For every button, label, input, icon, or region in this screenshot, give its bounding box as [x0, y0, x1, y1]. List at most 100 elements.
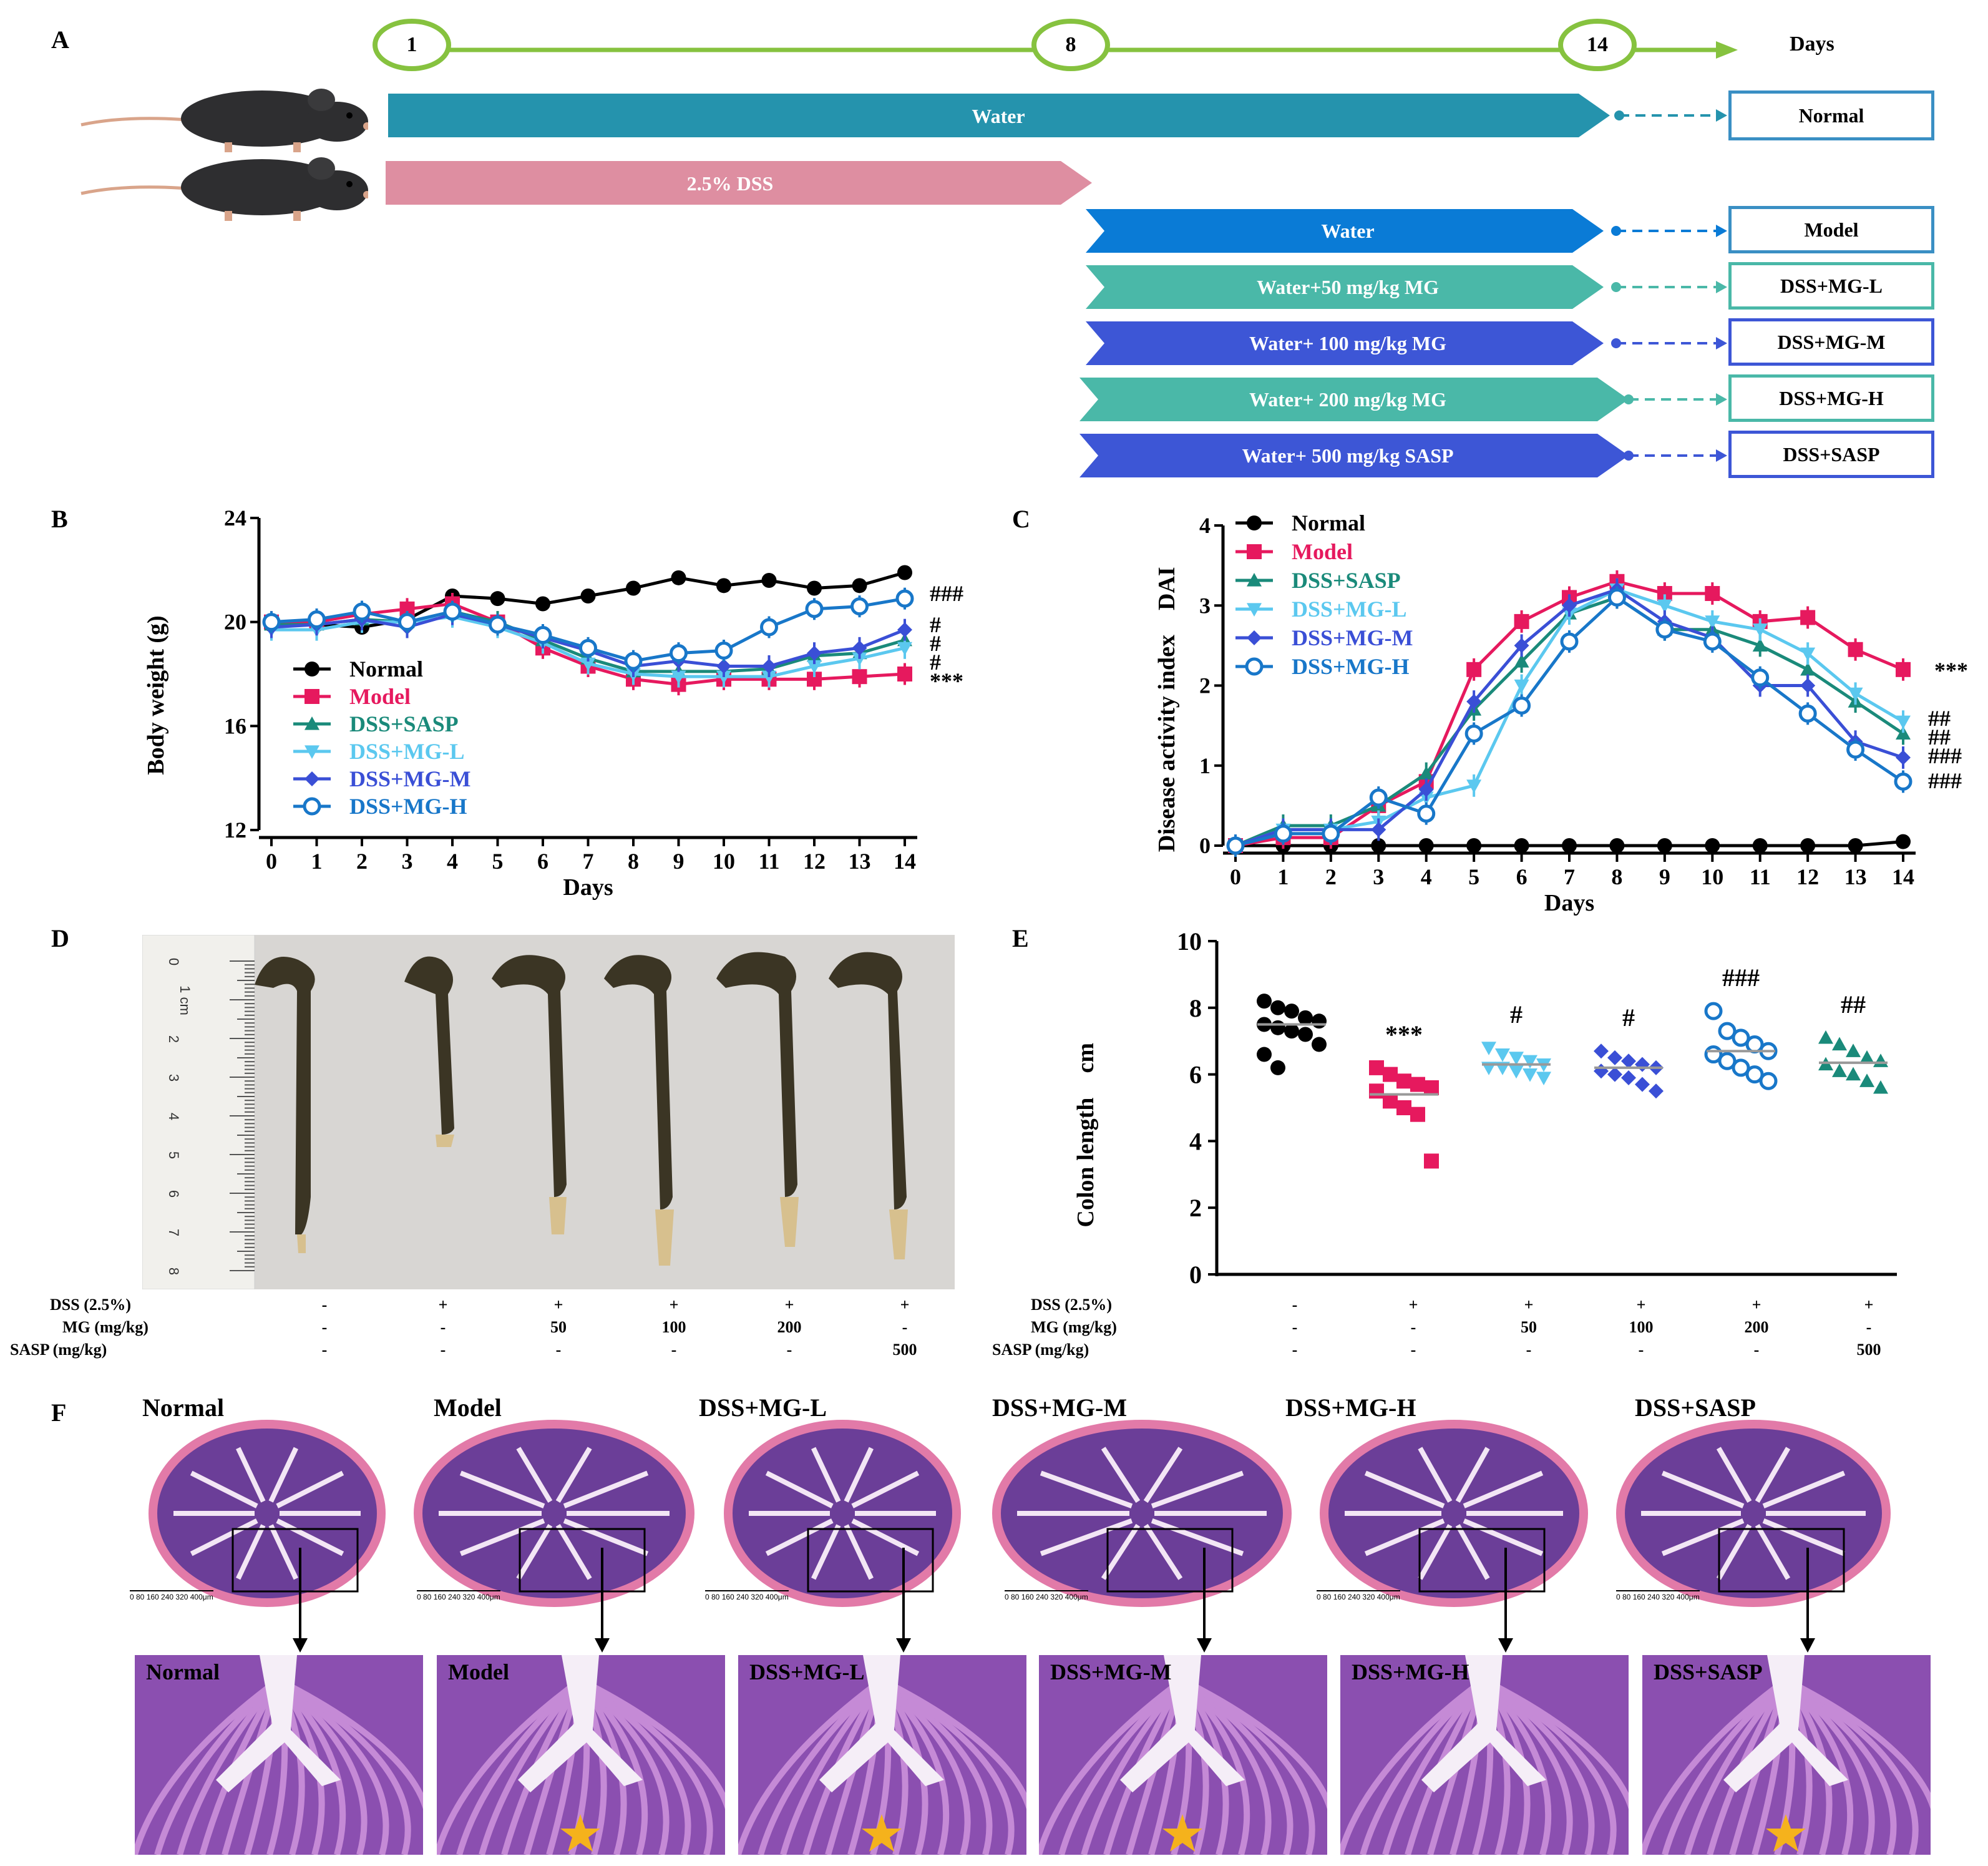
treatment-arrows — [386, 94, 1727, 477]
histology-crypt — [276, 1678, 368, 1855]
histology-lumen — [1421, 1655, 1546, 1792]
cl-data-point — [1298, 1010, 1313, 1025]
panel-letter-b: B — [51, 505, 68, 533]
histology-top-label: DSS+MG-L — [699, 1394, 827, 1422]
cl-group-dss-mg-l: # — [1481, 1000, 1551, 1085]
histology-top-label: DSS+MG-M — [992, 1394, 1128, 1422]
cl-significance: *** — [1385, 1020, 1423, 1048]
bw-data-point — [626, 580, 641, 596]
histology-bottom-label: DSS+SASP — [1654, 1659, 1763, 1684]
cl-data-point — [1481, 1042, 1496, 1055]
histology-lumen-branch — [765, 1518, 834, 1556]
bw-data-point — [535, 596, 550, 612]
cl-y-tick-label: 0 — [1189, 1261, 1202, 1289]
dai-x-tick-label: 12 — [1796, 864, 1819, 889]
histology-zoom-image — [135, 1655, 423, 1855]
bw-data-point — [897, 642, 912, 656]
colon-photo: 0 1 cm 2 3 4 5 6 7 8 — [142, 934, 955, 1290]
cl-data-point — [1424, 1153, 1439, 1169]
bw-data-point — [761, 573, 777, 588]
histology-lumen — [1723, 1655, 1848, 1792]
cl-data-point — [1649, 1083, 1664, 1099]
cl-data-point — [1396, 1073, 1411, 1089]
cl-y-tick-label: 4 — [1189, 1127, 1202, 1155]
zoom-arrow-head — [1197, 1638, 1212, 1653]
histology-lumen-branch — [459, 1470, 545, 1508]
bw-data-point — [671, 670, 686, 685]
bw-significance: *** — [930, 668, 963, 693]
cl-data-point — [1832, 1063, 1847, 1077]
histology-top-label: DSS+SASP — [1635, 1394, 1756, 1422]
histology-lumen-branch — [1101, 1523, 1141, 1580]
histology-lumen-branch — [1151, 1470, 1244, 1509]
treatment-value: + — [900, 1296, 910, 1314]
cl-data-point — [1718, 1022, 1737, 1040]
histology-lumen-branch — [844, 1447, 874, 1503]
dai-y-tick-label: 4 — [1199, 513, 1211, 538]
histology-crypt — [880, 1677, 1026, 1810]
cl-significance: ### — [1722, 964, 1760, 992]
cl-group-normal — [1257, 994, 1327, 1075]
zoom-arrow — [293, 1548, 308, 1653]
dai-x-tick-label: 9 — [1659, 864, 1670, 889]
histology-crypt — [780, 1678, 884, 1855]
ruler-number: 2 — [166, 1035, 182, 1043]
cl-data-point — [1523, 1068, 1537, 1082]
dai-x-tick-label: 5 — [1468, 864, 1479, 889]
histology-crypt — [578, 1678, 648, 1855]
dai-data-point — [1417, 804, 1436, 823]
dai-legend-marker — [1247, 630, 1262, 645]
group-box-normal: Normal — [1728, 90, 1934, 140]
bw-x-tick-label: 4 — [447, 849, 458, 874]
ruler-number: 6 — [166, 1189, 182, 1198]
cl-data-point — [1509, 1052, 1524, 1065]
histology-lumen-branch — [811, 1447, 841, 1503]
bw-x-tick-label: 14 — [894, 849, 916, 874]
scale-bar-label: 0 80 160 240 320 400μm — [417, 1590, 500, 1601]
histology-top-label: Model — [434, 1394, 502, 1422]
timeline-day-14: 14 — [1558, 19, 1637, 71]
histology-lumen-branch — [1661, 1470, 1745, 1508]
histology-lumen-branch — [555, 1523, 592, 1580]
dai-data-point — [1800, 662, 1816, 676]
bw-data-point — [807, 580, 822, 596]
bw-y-tick-label: 12 — [224, 818, 246, 843]
dai-significance: ### — [1928, 743, 1962, 768]
bw-x-tick-label: 1 — [311, 849, 323, 874]
histology-zoom-box — [807, 1528, 934, 1593]
bw-x-tick-label: 10 — [713, 849, 735, 874]
colon-length-ylabel: Colon length  cm  — [1073, 1024, 1099, 1228]
dai-data-point — [1657, 838, 1672, 853]
cl-data-point — [1832, 1037, 1847, 1051]
zoom-arrow-head — [896, 1638, 911, 1653]
cl-data-point — [1410, 1077, 1425, 1092]
dai-data-point — [1896, 834, 1911, 849]
bw-legend-marker — [305, 771, 319, 786]
mouse-illustration-2 — [80, 157, 368, 221]
dai-legend-label: Model — [1292, 539, 1353, 564]
dai-x-tick-label: 2 — [1325, 864, 1337, 889]
dai-x-tick-label: 3 — [1373, 864, 1384, 889]
histology-mucosa — [422, 1429, 686, 1598]
histology-lumen-branch — [1716, 1524, 1752, 1580]
cl-significance: ## — [1841, 990, 1866, 1018]
dai-data-point — [1657, 599, 1672, 613]
histology-zoom-box — [1418, 1528, 1546, 1593]
treatment-value: + — [1752, 1296, 1761, 1314]
timeline-day-1: 1 — [373, 19, 451, 71]
dai-data-point — [1800, 678, 1816, 693]
dai-data-point — [1896, 726, 1911, 740]
bw-data-point — [443, 602, 462, 621]
dai-data-point — [1514, 654, 1529, 668]
bw-x-tick-label: 11 — [758, 849, 779, 874]
cl-data-point — [1732, 1028, 1750, 1047]
bw-data-point — [807, 645, 822, 661]
histology-crypt — [456, 1678, 583, 1855]
timeline-day-8: 8 — [1031, 19, 1110, 71]
dai-data-point — [1369, 788, 1388, 807]
histology-crypt — [738, 1677, 884, 1855]
histology-lumen-branch — [1463, 1518, 1544, 1556]
treatment-value: - — [321, 1296, 328, 1314]
treatment-value: - — [1410, 1318, 1416, 1336]
